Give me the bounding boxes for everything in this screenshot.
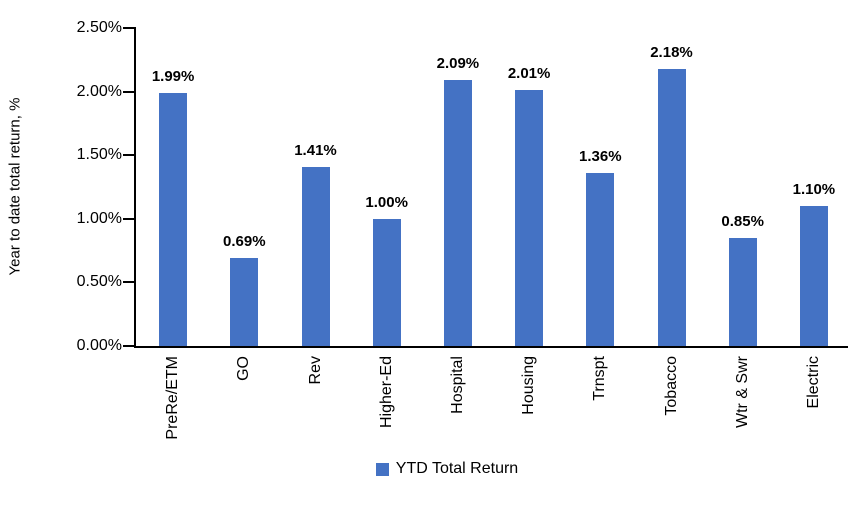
bar-value-label: 0.69% [223,233,266,251]
bar-value-label: 1.00% [365,193,408,211]
x-tick-label: Housing [520,356,538,415]
x-tick-label: Wtr & Swr [733,356,751,428]
y-tick-label: 1.50% [76,146,122,164]
y-axis-title: Year to date total return, % [6,97,24,276]
bar [657,68,686,346]
bar [301,166,330,346]
y-tick-label: 0.00% [76,337,122,354]
bar-value-label: 1.10% [792,181,836,199]
bar [728,237,757,346]
bar-value-label: 2.18% [650,43,693,61]
bar-value-label: 2.09% [436,55,480,73]
y-axis-line [134,27,136,348]
y-axis-tick [123,345,136,347]
bar [799,206,828,346]
y-axis-tick [123,154,136,157]
plot-area: 1.99% 0.69% 1.41% 1.00% 2.09% 2.01% 1.36% 2.18%… [136,28,848,348]
y-axis-tick [123,27,136,29]
x-tick-label: Hospital [448,356,466,414]
bar [230,258,259,346]
x-tick-label: Rev [306,356,324,385]
y-axis-tick [123,217,136,220]
bar-value-label: 1.41% [294,141,337,159]
legend-swatch-icon [375,462,389,476]
y-axis-tick [123,90,136,93]
bar [443,80,472,346]
legend: YTD Total Return [0,460,852,478]
x-tick-label: PreRe/ETM [164,356,182,440]
y-tick-label: 2.50% [76,19,122,36]
bar [372,218,401,346]
x-tick-label: Trnspt [591,356,609,401]
y-tick-label: 1.00% [76,209,122,227]
bar-value-label: 1.99% [151,67,195,85]
bar [586,173,615,346]
y-axis-tick [123,281,136,284]
x-tick-label: Electric [804,356,822,409]
x-tick-label: GO [235,356,253,381]
bar-value-label: 0.85% [721,212,764,230]
x-tick-label: Higher-Ed [377,356,395,429]
bar [159,92,188,346]
legend-label: YTD Total Return [395,460,519,477]
x-tick-label: Tobacco [662,356,680,416]
y-tick-label: 0.50% [76,273,122,291]
bar [515,90,544,346]
bar-value-label: 1.36% [579,148,622,165]
y-tick-label: 2.00% [76,82,122,100]
bar-value-label: 2.01% [507,65,551,83]
